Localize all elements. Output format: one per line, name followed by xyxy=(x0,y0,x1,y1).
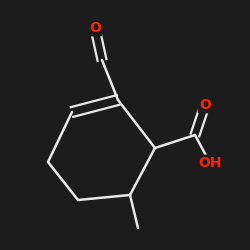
Text: O: O xyxy=(199,98,211,112)
Text: O: O xyxy=(89,21,101,35)
Text: OH: OH xyxy=(198,156,222,170)
